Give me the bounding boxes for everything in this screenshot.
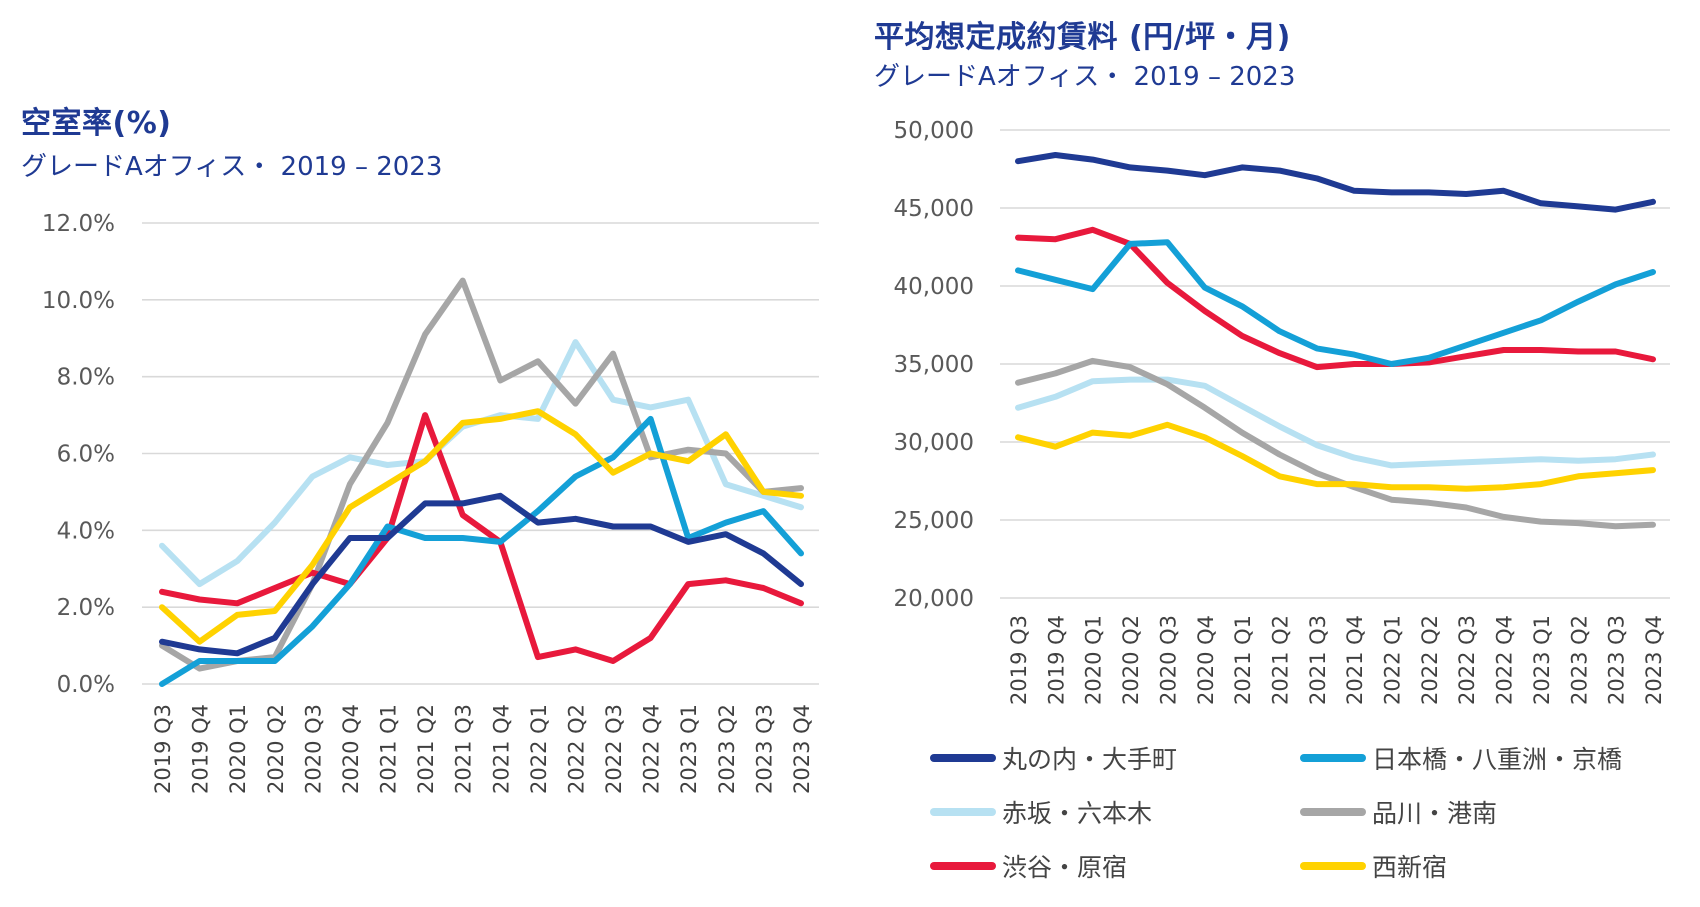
x-tick-label: 2022 Q4 — [640, 704, 664, 794]
legend-swatch — [1300, 754, 1366, 762]
series-lines — [159, 277, 804, 687]
legend-item: 丸の内・大手町 — [930, 738, 1177, 778]
legend-swatch — [930, 862, 996, 870]
legend-label: 赤坂・六本木 — [1002, 799, 1153, 828]
x-tick-label: 2022 Q2 — [564, 704, 588, 794]
legend-item: 西新宿 — [1300, 846, 1447, 886]
x-tick-label: 2021 Q1 — [377, 704, 401, 794]
legend-item: 品川・港南 — [1300, 792, 1497, 832]
legend-swatch — [1300, 808, 1366, 816]
x-tick-label: 2023 Q4 — [790, 704, 814, 794]
legend-label: 品川・港南 — [1372, 799, 1498, 828]
series-line — [159, 415, 804, 687]
x-tick-label: 2023 Q1 — [677, 704, 701, 794]
legend-swatch — [1300, 862, 1366, 870]
y-tick-label: 6.0% — [57, 442, 115, 468]
x-tick-label: 2022 Q3 — [602, 704, 626, 794]
x-tick-label: 2019 Q3 — [151, 704, 175, 794]
x-tick-label: 2020 Q1 — [226, 704, 250, 794]
legend-label: 西新宿 — [1372, 853, 1448, 882]
legend-item: 渋谷・原宿 — [930, 846, 1127, 886]
y-tick-label: 4.0% — [57, 518, 115, 544]
y-tick-label: 0.0% — [57, 672, 115, 698]
x-tick-label: 2020 Q4 — [339, 704, 363, 794]
legend-item: 赤坂・六本木 — [930, 792, 1152, 832]
legend-swatch — [930, 754, 996, 762]
rent-chart-subtitle: グレードAオフィス・ 2019 – 2023 — [874, 62, 1296, 92]
legend-label: 丸の内・大手町 — [1002, 745, 1178, 774]
x-tick-label: 2021 Q3 — [452, 704, 476, 794]
legend-label: 日本橋・八重洲・京橋 — [1372, 745, 1623, 774]
series-line — [159, 408, 804, 645]
series-line — [159, 339, 804, 588]
x-tick-label: 2023 Q3 — [752, 704, 776, 794]
y-tick-label: 10.0% — [42, 288, 115, 314]
legend-item: 日本橋・八重洲・京橋 — [1300, 738, 1622, 778]
x-tick-label: 2020 Q2 — [264, 704, 288, 794]
x-tick-label: 2023 Q2 — [715, 704, 739, 794]
y-tick-label: 12.0% — [42, 211, 115, 237]
y-tick-label: 2.0% — [57, 595, 115, 621]
series-line — [159, 492, 804, 657]
x-tick-label: 2020 Q3 — [301, 704, 325, 794]
x-tick-label: 2022 Q1 — [527, 704, 551, 794]
series-line — [159, 412, 804, 664]
vacancy-chart-subtitle: グレードAオフィス・ 2019 – 2023 — [21, 152, 443, 182]
y-tick-label: 8.0% — [57, 365, 115, 391]
series-line — [159, 277, 804, 672]
rent-chart-title: 平均想定成約賃料 (円/坪・月) — [874, 20, 1291, 55]
x-tick-label: 2021 Q4 — [489, 704, 513, 794]
x-tick-label: 2019 Q4 — [189, 704, 213, 794]
x-tick-label: 2021 Q2 — [414, 704, 438, 794]
legend-label: 渋谷・原宿 — [1002, 853, 1128, 882]
vacancy-chart-title: 空室率(%) — [21, 106, 172, 141]
legend-swatch — [930, 808, 996, 816]
